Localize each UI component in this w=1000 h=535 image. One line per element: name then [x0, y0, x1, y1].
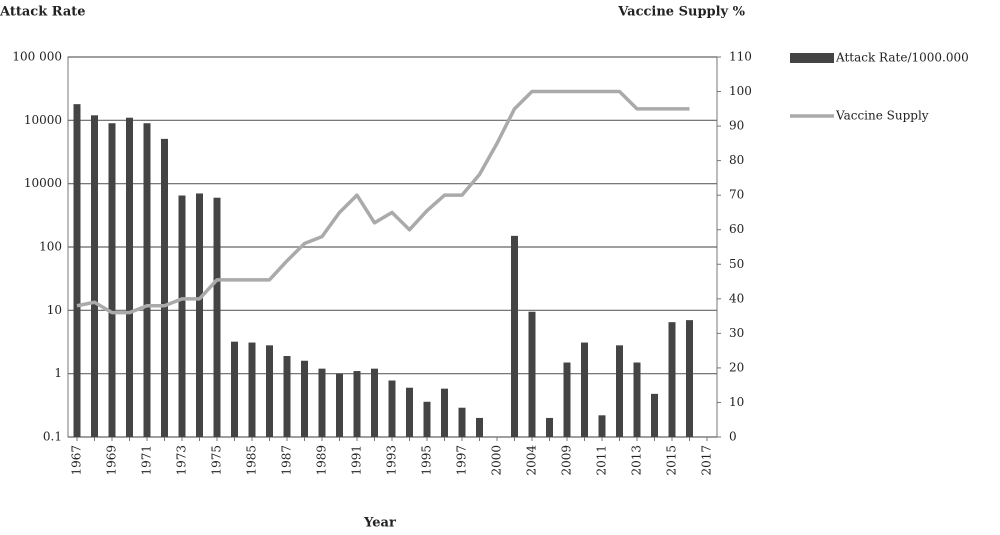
y2-tick-label: 100 [729, 84, 752, 98]
bar [511, 235, 518, 437]
bar [633, 362, 641, 437]
bar [108, 123, 116, 437]
y2-tick-label: 90 [729, 119, 744, 133]
legend-label: Vaccine Supply [835, 109, 929, 123]
x-tick-label: 1975 [210, 445, 224, 476]
bar [196, 193, 203, 437]
y2-tick-label: 30 [729, 326, 744, 340]
bar [651, 393, 658, 437]
bar [231, 341, 238, 437]
bar [563, 362, 571, 437]
y2-tick-label: 10 [729, 395, 744, 409]
y2-tick-label: 20 [729, 360, 744, 374]
y-tick-label: 10 [47, 303, 62, 317]
y-tick-label: 100 000 [12, 50, 62, 64]
bar [616, 345, 623, 437]
bar [283, 356, 291, 437]
x-tick-label: 1985 [245, 445, 259, 476]
left-axis-title: Attack Rate [0, 5, 86, 20]
bar [581, 342, 588, 437]
bar [458, 407, 466, 437]
x-tick-label: 1973 [175, 445, 189, 476]
bar [388, 380, 396, 437]
bar [143, 123, 151, 437]
legend-swatch [790, 53, 834, 63]
y2-tick-label: 40 [729, 291, 744, 305]
x-tick-label: 2011 [595, 445, 609, 476]
bar [161, 138, 168, 437]
bar [248, 342, 256, 437]
bar [528, 311, 536, 437]
y2-tick-label: 60 [729, 222, 744, 236]
bar [73, 104, 81, 437]
bar [301, 360, 308, 437]
y-tick-label: 0.1 [43, 430, 62, 444]
bar [423, 401, 431, 437]
y2-tick-label: 80 [729, 153, 744, 167]
right-axis-title: Vaccine Supply % [617, 5, 745, 20]
x-tick-label: 1989 [315, 445, 329, 476]
bar [213, 197, 221, 437]
x-tick-label: 2009 [560, 445, 574, 476]
x-tick-label: 1995 [420, 445, 434, 476]
x-tick-label: 1997 [455, 445, 469, 476]
x-tick-label: 1969 [105, 445, 119, 476]
y-tick-label: 10000 [24, 176, 62, 190]
bar [353, 371, 361, 437]
x-tick-label: 2004 [525, 445, 539, 476]
x-tick-label: 1993 [385, 445, 399, 476]
y2-tick-label: 70 [729, 188, 744, 202]
bar [178, 195, 186, 437]
bar [126, 117, 133, 438]
bar [336, 373, 343, 437]
bar [406, 387, 413, 437]
line [76, 89, 690, 315]
y2-tick-label: 50 [729, 257, 744, 271]
bar [598, 415, 606, 437]
bar [668, 322, 676, 437]
x-tick-label: 1967 [70, 445, 84, 476]
legend-label: Attack Rate/1000.000 [835, 51, 969, 65]
y-tick-label: 10000 [24, 113, 62, 127]
x-tick-label: 2013 [630, 445, 644, 476]
bar [91, 115, 98, 438]
x-tick-label: 1971 [140, 445, 154, 476]
y-tick-label: 100 [39, 240, 62, 254]
bar [318, 368, 326, 437]
bar [266, 345, 273, 437]
y-tick-label: 1 [54, 366, 62, 380]
y2-tick-label: 110 [729, 50, 752, 64]
x-axis-title: Year [363, 516, 396, 531]
y2-tick-label: 0 [729, 430, 737, 444]
x-tick-label: 2000 [490, 445, 504, 476]
bar [686, 320, 693, 437]
bar [546, 417, 553, 437]
x-tick-label: 1987 [280, 445, 294, 476]
x-tick-label: 2015 [665, 445, 679, 476]
bar [476, 417, 483, 437]
bar [441, 388, 448, 437]
x-tick-label: 1991 [350, 445, 364, 476]
bar [371, 368, 378, 437]
x-tick-label: 2017 [700, 445, 714, 476]
